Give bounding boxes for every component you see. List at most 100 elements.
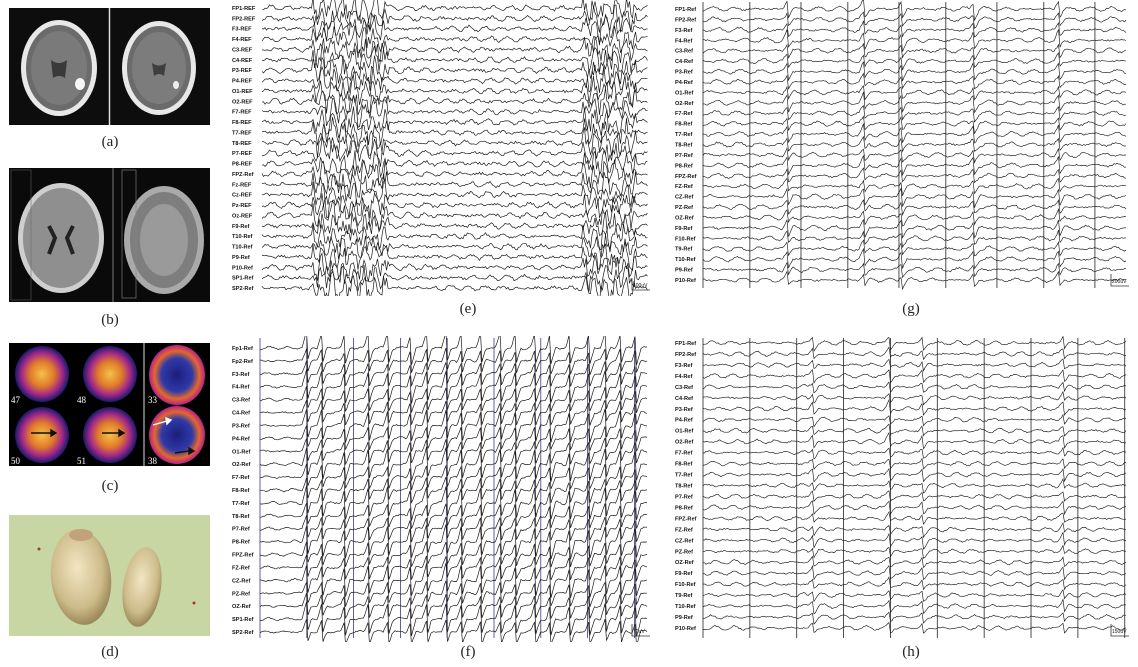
- eeg-channel-trace: [259, 360, 648, 388]
- eeg-channel-trace: [702, 576, 1127, 591]
- channel-label: P9-Ref: [675, 615, 693, 621]
- eeg-channel-trace: [702, 247, 1127, 270]
- channel-label: P7-Ref: [675, 153, 693, 159]
- eeg-channel-trace: [261, 137, 648, 167]
- channel-label: T10-Ref: [675, 257, 696, 263]
- channel-label: P4-REF: [232, 79, 252, 85]
- channel-label: F4-Ref: [232, 385, 250, 391]
- channel-label: T10-Ref: [675, 604, 696, 610]
- eeg-channel-trace: [702, 239, 1127, 257]
- eeg-channel-trace: [702, 510, 1127, 526]
- eeg-channel-trace: [261, 224, 648, 251]
- channel-label: O2-Ref: [232, 462, 250, 468]
- eeg-channel-trace: [702, 467, 1127, 483]
- panel-h-eeg: FP1-Ref FP2-Ref F3-Ref F4-Ref C3-Ref C4-Ref P3…: [673, 336, 1133, 642]
- eeg-channel-trace: [702, 423, 1127, 437]
- eeg-channel-trace: [260, 347, 648, 375]
- eeg-channel-trace: [259, 399, 648, 426]
- channel-label: F9-Ref: [232, 224, 250, 230]
- arrow-icon: [31, 428, 196, 456]
- eeg-channel-trace: [259, 437, 648, 466]
- eeg-channel-trace: [261, 191, 648, 219]
- eeg-channel-trace: [259, 562, 648, 599]
- channel-label: T9-Ref: [675, 593, 693, 599]
- eeg-channel-trace: [702, 218, 1127, 239]
- channel-label: FP2-Ref: [675, 352, 696, 358]
- channel-label: F8-Ref: [675, 462, 693, 468]
- eeg-channel-trace: [702, 42, 1127, 61]
- channel-label: T7-Ref: [675, 132, 693, 138]
- eeg-channel-trace: [702, 500, 1127, 516]
- eeg-channel-trace: [261, 127, 648, 158]
- channel-label: C3-Ref: [232, 398, 250, 404]
- eeg-channel-trace: [702, 522, 1127, 539]
- channel-label: P4-Ref: [675, 80, 693, 86]
- eeg-channel-trace: [261, 159, 648, 189]
- channel-label: CZ-Ref: [232, 578, 250, 584]
- eeg-channel-trace: [702, 477, 1127, 494]
- channel-label: P7-Ref: [675, 494, 693, 500]
- caption-d: (d): [101, 644, 119, 660]
- eeg-channel-trace: [702, 11, 1127, 29]
- channel-label: Fp1-Ref: [232, 346, 253, 352]
- eeg-channel-trace: [702, 261, 1127, 279]
- eeg-channel-trace: [259, 580, 647, 607]
- eeg-channel-trace: [702, 544, 1127, 559]
- scale-label: 100uV: [633, 283, 648, 289]
- channel-label: PZ-Ref: [232, 591, 250, 597]
- eeg-channel-trace: [259, 446, 648, 482]
- eeg-channel-trace: [261, 74, 648, 106]
- channel-label: SP1-Ref: [232, 617, 254, 623]
- eeg-channel-trace: [702, 229, 1127, 249]
- eeg-channel-trace: [702, 588, 1127, 603]
- eeg-channel-trace: [702, 490, 1127, 503]
- caption-c: (c): [101, 478, 119, 494]
- channel-label: FPZ-Ref: [232, 172, 254, 178]
- eeg-channel-trace: [702, 457, 1127, 470]
- channel-label: F7-Ref: [675, 111, 693, 117]
- eeg-channel-trace: [702, 177, 1126, 196]
- channel-label: P9-Ref: [675, 268, 693, 274]
- channel-label: C4-REF: [232, 58, 253, 64]
- channel-label: OZ-Ref: [232, 604, 251, 610]
- channel-label: P3-REF: [232, 68, 252, 74]
- channel-label: F7-REF: [232, 110, 252, 116]
- channel-label: P3-Ref: [232, 423, 250, 429]
- eeg-channel-trace: [702, 564, 1127, 581]
- channel-label: O1-REF: [232, 89, 253, 95]
- channel-label: F7-Ref: [675, 451, 693, 457]
- eeg-trace-g: FP1-Ref FP2-Ref F3-Ref F4-Ref C3-Ref C4-Ref P3…: [675, 0, 1129, 291]
- caption-g: (g): [902, 301, 920, 317]
- scale-label: 150uV: [1112, 629, 1127, 635]
- scale-bar: [631, 624, 650, 637]
- channel-label: Fp2-Ref: [232, 359, 253, 365]
- channel-label: T7-Ref: [232, 501, 250, 507]
- eeg-channel-trace: [702, 199, 1127, 217]
- eeg-channel-trace: [261, 65, 648, 93]
- eeg-channel-trace: [261, 0, 648, 22]
- eeg-channel-trace: [261, 211, 648, 236]
- channel-label: P10-Ref: [675, 626, 696, 632]
- eeg-channel-trace: [702, 358, 1127, 372]
- channel-label: P8-Ref: [232, 540, 250, 546]
- channel-label: FPZ-Ref: [232, 553, 254, 559]
- eeg-channel-trace: [702, 105, 1127, 123]
- channel-label: FP1-REF: [232, 6, 256, 12]
- eeg-channel-trace: [259, 463, 648, 491]
- arrow-icon: [152, 416, 173, 426]
- eeg-channel-trace: [703, 28, 1127, 52]
- eeg-channel-trace: [261, 55, 648, 85]
- eeg-channel-trace: [702, 431, 1127, 450]
- eeg-channel-trace: [703, 611, 1127, 625]
- channel-label: CZ-Ref: [675, 195, 693, 201]
- eeg-channel-trace: [702, 147, 1126, 164]
- channel-label: OZ-Ref: [675, 215, 694, 221]
- channel-label: FZ-Ref: [232, 565, 250, 571]
- channel-label: PZ-Ref: [675, 205, 693, 211]
- channel-label: FZ-Ref: [675, 184, 693, 190]
- channel-label: F8-Ref: [675, 122, 693, 128]
- channel-label: T7-REF: [232, 130, 252, 136]
- channel-label: O2-Ref: [675, 440, 693, 446]
- panel-d-specimen-photo: [9, 515, 210, 636]
- panel-f-eeg: Fp1-Ref Fp2-Ref F3-Ref F4-Ref C3-Ref C4-Ref P3…: [230, 336, 654, 642]
